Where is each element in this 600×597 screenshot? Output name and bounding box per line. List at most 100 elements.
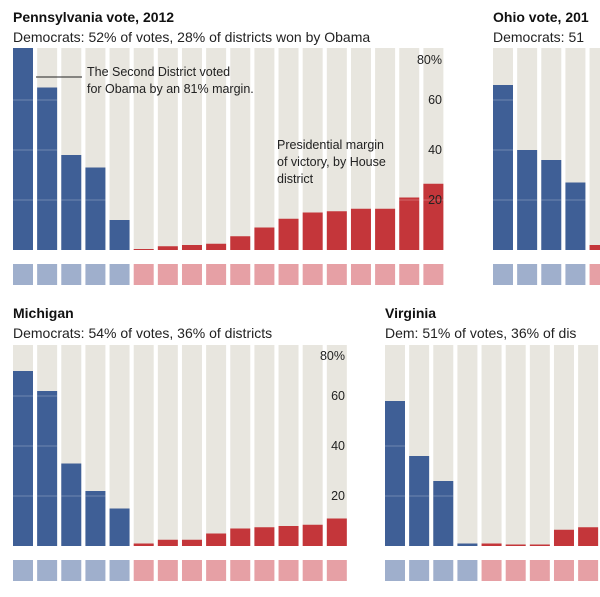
column-background [109,48,130,250]
dem-district-chip [409,560,430,581]
chart-subtitle: Democrats: 54% of votes, 36% of district… [13,325,273,341]
y-tick-label: 20 [331,489,345,503]
column-background [578,345,599,546]
column-background [230,345,251,546]
chart-title: Michigan [13,305,74,321]
romney-district-bar [254,227,275,250]
column-background [481,345,502,546]
y-tick-label: 20 [428,193,442,207]
romney-district-bar [157,246,178,250]
column-background [133,345,154,546]
rep-district-chip [302,560,323,581]
annotation-text: The Second District voted [87,65,230,79]
rep-district-chip [157,560,178,581]
dem-district-chip [541,264,562,285]
romney-district-bar [133,543,154,546]
romney-district-bar [578,527,599,546]
chart-title: Virginia [385,305,437,321]
romney-district-bar [326,518,347,546]
dem-district-chip [385,560,405,581]
rep-district-chip [157,264,178,285]
romney-district-bar [375,208,396,250]
dem-district-chip [433,560,454,581]
obama-district-bar [109,508,130,546]
obama-district-bar [433,481,454,546]
column-background [302,48,323,250]
column-background [375,48,396,250]
column-background [529,345,550,546]
romney-district-bar [230,236,251,250]
romney-district-bar [278,526,299,546]
obama-district-bar [85,167,106,250]
rep-district-chip [375,264,396,285]
dem-district-chip [13,264,33,285]
y-tick-label: 80% [320,349,345,363]
rep-district-chip [553,560,574,581]
romney-district-bar [553,529,574,546]
column-background [157,48,178,250]
obama-district-bar [61,155,82,250]
romney-district-bar [181,245,202,250]
dem-district-chip [493,264,513,285]
y-tick-label: 40 [428,143,442,157]
rep-district-chip [181,264,202,285]
rep-district-chip [206,264,227,285]
column-background [181,48,202,250]
romney-district-bar [206,243,227,250]
bar-chart-michigan: 20 40 60 80% [13,345,347,581]
romney-district-bar [302,212,323,250]
dem-district-chip [109,560,130,581]
chart-title: Ohio vote, 201 [493,9,589,25]
column-background [278,48,299,250]
annotation-text: of victory, by House [277,155,386,169]
romney-district-bar [278,218,299,250]
romney-district-bar [302,524,323,546]
dem-district-chip [109,264,130,285]
rep-district-chip [350,264,371,285]
rep-district-chip [578,560,599,581]
rep-district-chip [133,264,154,285]
column-background [302,345,323,546]
dem-district-chip [37,560,58,581]
romney-district-bar [157,539,178,546]
column-background [326,48,347,250]
rep-district-chip [589,264,600,285]
romney-district-bar [505,544,526,546]
column-background [133,48,154,250]
romney-district-bar [181,539,202,546]
column-background [278,345,299,546]
dem-district-chip [37,264,58,285]
column-background [109,345,130,546]
rep-district-chip [326,560,347,581]
obama-district-bar [409,456,430,546]
obama-district-bar [541,160,562,250]
obama-district-bar [13,371,33,546]
romney-district-bar [230,528,251,546]
dem-district-chip [85,560,106,581]
rep-district-chip [181,560,202,581]
rep-district-chip [481,560,502,581]
rep-district-chip [302,264,323,285]
chart-title: Pennsylvania vote, 2012 [13,9,175,25]
column-background [326,345,347,546]
dem-district-chip [85,264,106,285]
y-tick-label: 80% [417,53,442,67]
column-background [254,345,275,546]
rep-district-chip [206,560,227,581]
chart-subtitle: Democrats: 52% of votes, 28% of district… [13,29,371,45]
column-background [457,345,478,546]
romney-district-bar [399,197,420,250]
column-background [505,345,526,546]
romney-district-bar [133,249,154,250]
romney-district-bar [481,543,502,546]
y-tick-label: 40 [331,439,345,453]
romney-district-bar [254,527,275,546]
romney-district-bar [350,208,371,250]
column-background [206,345,227,546]
dem-district-chip [13,560,33,581]
column-background [350,48,371,250]
obama-district-bar [37,391,58,546]
chart-subtitle: Democrats: 51 [493,29,585,45]
romney-district-bar [589,245,600,250]
rep-district-chip [326,264,347,285]
